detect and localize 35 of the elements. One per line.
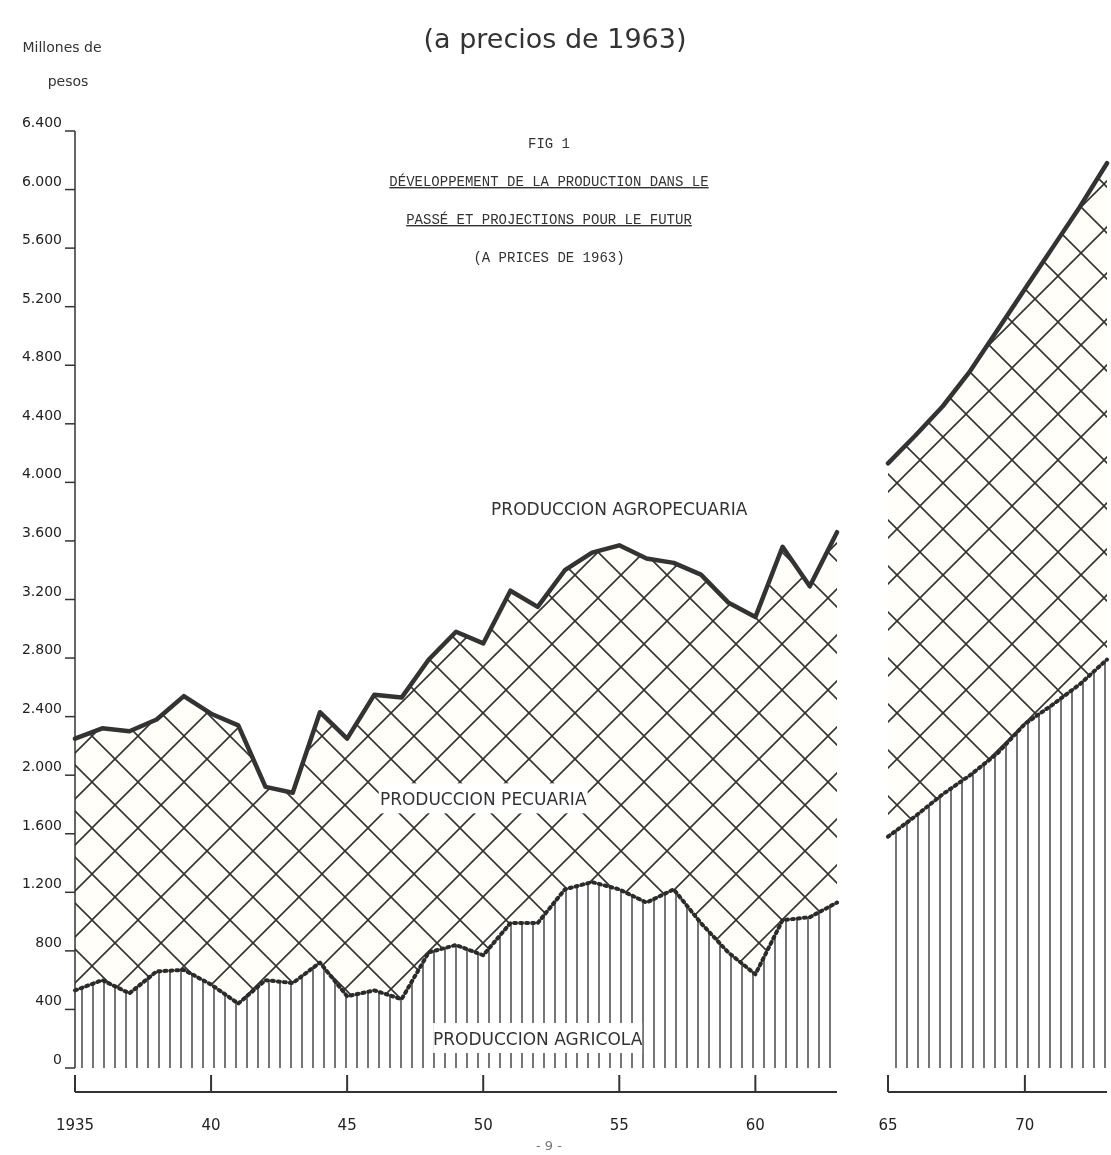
y-tick-label: 4.800 [21,348,62,365]
y-tick-label: 1.200 [21,875,62,892]
x-tick-label: 60 [745,1116,765,1134]
series-label: PRODUCCION PECUARIA [379,789,587,810]
annotation: DÉVELOPPEMENT DE LA PRODUCTION DANS LE [389,173,709,190]
annotation: PRODUCCION AGROPECUARIA [491,499,748,520]
x-tick-label: 1935 [55,1116,95,1134]
y-tick-label: 5.200 [21,289,62,306]
y-tick-label: 4.400 [21,406,62,423]
series-label: PRODUCCION AGRICOLA [432,1029,643,1050]
y-tick-label: 3.200 [21,582,62,599]
x-tick-label: 45 [337,1116,357,1134]
y-tick-label: 1.600 [21,816,62,833]
y-tick-label: 6.000 [21,172,62,189]
x-tick-label: 65 [878,1116,898,1134]
y-tick-label: 2.400 [21,699,62,716]
y-tick-label: 2.800 [21,641,62,658]
x-tick-label: 70 [1015,1116,1035,1134]
annotation: FIG 1 [527,136,571,152]
text: Millones de pesos [22,39,102,89]
chart-title: (a precios de 1963) [423,23,687,54]
annotation: PASSÉ ET PROJECTIONS POUR LE FUTUR [406,211,693,228]
text: - 9 - [536,1138,563,1153]
y-tick-label: 2.000 [21,758,62,775]
y-tick-label: 5.600 [21,231,62,248]
y-tick-label: 4.000 [21,465,62,482]
annotation: (A PRICES DE 1963) [473,250,625,266]
x-tick-label: 50 [473,1116,493,1134]
x-tick-label: 40 [201,1116,221,1134]
y-tick-label: 0 [53,1051,62,1067]
x-tick-label: 55 [609,1116,629,1134]
y-tick-label: 800 [35,933,62,950]
y-tick-label: 400 [35,992,62,1009]
y-tick-label: 3.600 [21,523,62,540]
y-tick-label: 6.400 [21,114,62,130]
